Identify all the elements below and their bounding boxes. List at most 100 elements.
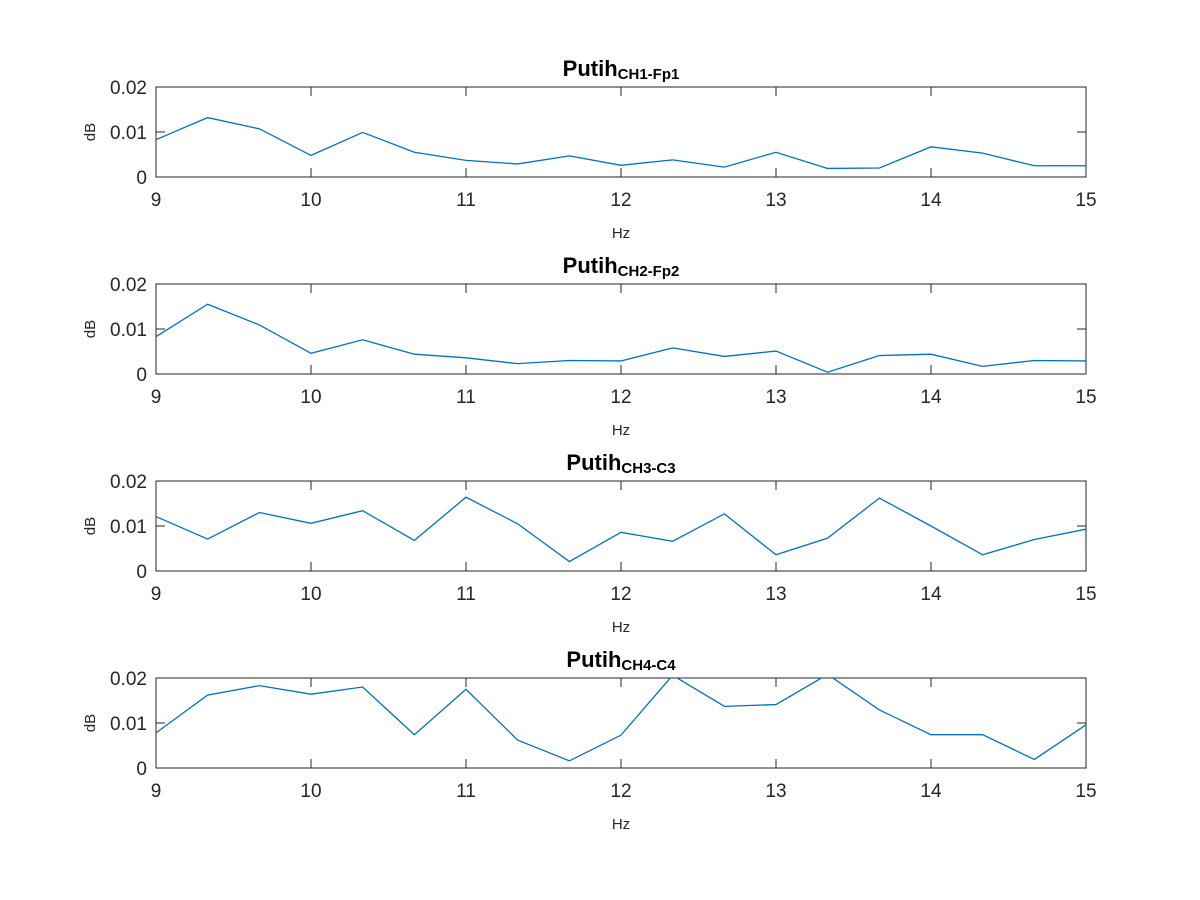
data-point — [413, 734, 415, 736]
x-tick-label: 12 — [610, 781, 631, 802]
data-point — [672, 159, 674, 161]
data-point — [930, 525, 932, 527]
series-line — [156, 678, 1086, 762]
data-point — [827, 673, 829, 675]
x-tick-label: 9 — [151, 584, 162, 605]
data-point — [362, 131, 364, 133]
data-point — [723, 513, 725, 515]
y-tick-label: 0 — [136, 759, 147, 780]
data-point — [982, 734, 984, 736]
subplot-title-subscript: CH2-Fp2 — [618, 263, 680, 280]
data-point — [310, 154, 312, 156]
axes-box — [155, 480, 1087, 572]
subplot-title-subscript: CH4-C4 — [621, 657, 676, 674]
y-tick-label: 0.01 — [110, 714, 147, 735]
y-tick-label: 0.02 — [110, 275, 147, 296]
x-axis-label: Hz — [612, 225, 630, 242]
subplot-title-main: Putih — [566, 450, 621, 475]
x-tick-label: 12 — [610, 387, 631, 408]
x-tick-label: 15 — [1075, 190, 1096, 211]
series-line — [156, 116, 1086, 170]
y-axis-label: dB — [82, 714, 99, 732]
data-point — [155, 139, 157, 141]
data-point — [1085, 528, 1087, 530]
data-point — [362, 339, 364, 341]
data-point — [517, 523, 519, 525]
data-point — [413, 539, 415, 541]
subplot-1: 9 10 11 12 13 14 15 0 0.01 0.02 Hz dB PutihCH1-Fp1 — [82, 56, 1097, 242]
data-point — [465, 688, 467, 690]
data-point — [878, 709, 880, 711]
x-tick-label: 14 — [920, 781, 942, 802]
x-tick-label: 11 — [456, 584, 476, 605]
x-tick-label: 12 — [610, 190, 631, 211]
data-point — [568, 155, 570, 157]
y-tick-label: 0 — [136, 365, 147, 386]
y-axis-label: dB — [82, 517, 99, 535]
x-axis-label: Hz — [612, 816, 630, 833]
data-point — [827, 537, 829, 539]
data-point — [517, 163, 519, 165]
data-point — [517, 363, 519, 365]
x-tick-label: 15 — [1075, 387, 1096, 408]
x-tick-label: 13 — [765, 190, 786, 211]
data-point — [1033, 165, 1035, 167]
data-point — [258, 512, 260, 514]
data-point — [878, 167, 880, 169]
subplot-title: PutihCH1-Fp1 — [563, 56, 680, 83]
data-point — [465, 357, 467, 359]
x-tick-label: 10 — [300, 781, 321, 802]
x-tick-label: 10 — [300, 584, 321, 605]
data-point — [930, 353, 932, 355]
data-point — [258, 685, 260, 687]
data-point — [207, 694, 209, 696]
x-axis-label: Hz — [612, 422, 630, 439]
x-tick-label: 9 — [151, 190, 162, 211]
data-point — [878, 497, 880, 499]
data-point — [413, 151, 415, 153]
y-tick-label: 0 — [136, 562, 147, 583]
x-tick-label: 11 — [456, 190, 476, 211]
data-point — [310, 693, 312, 695]
axes-box — [155, 86, 1087, 178]
data-point — [672, 347, 674, 349]
data-point — [723, 355, 725, 357]
data-point — [310, 352, 312, 354]
data-point — [1085, 165, 1087, 167]
y-axis-label: dB — [82, 320, 99, 338]
data-point — [568, 561, 570, 563]
subplot-3: 9 10 11 12 13 14 15 0 0.01 0.02 Hz dB PutihCH3-C3 — [82, 450, 1097, 636]
y-tick-label: 0.01 — [110, 123, 147, 144]
x-tick-label: 11 — [456, 781, 476, 802]
x-tick-label: 13 — [765, 781, 786, 802]
x-tick-label: 15 — [1075, 584, 1096, 605]
x-tick-label: 14 — [920, 387, 942, 408]
data-point — [930, 734, 932, 736]
data-point — [1033, 360, 1035, 362]
data-point — [930, 146, 932, 148]
data-point — [362, 510, 364, 512]
y-tick-label: 0 — [136, 168, 147, 189]
data-point — [775, 151, 777, 153]
data-point — [362, 686, 364, 688]
data-point — [1085, 724, 1087, 726]
x-tick-label: 10 — [300, 387, 321, 408]
data-point — [155, 732, 157, 734]
data-point — [878, 355, 880, 357]
data-point — [207, 117, 209, 119]
data-point — [465, 159, 467, 161]
data-point — [465, 496, 467, 498]
data-point — [775, 704, 777, 706]
x-tick-label: 9 — [151, 781, 162, 802]
subplot-title: PutihCH3-C3 — [566, 450, 675, 477]
data-point — [1085, 360, 1087, 362]
data-point — [620, 531, 622, 533]
data-point — [207, 303, 209, 305]
x-tick-label: 13 — [765, 387, 786, 408]
x-tick-label: 13 — [765, 584, 786, 605]
data-point — [1033, 758, 1035, 760]
x-tick-label: 11 — [456, 387, 476, 408]
subplot-2: 9 10 11 12 13 14 15 0 0.01 0.02 Hz dB PutihCH2-Fp2 — [82, 253, 1097, 439]
data-point — [568, 760, 570, 762]
data-point — [982, 152, 984, 154]
